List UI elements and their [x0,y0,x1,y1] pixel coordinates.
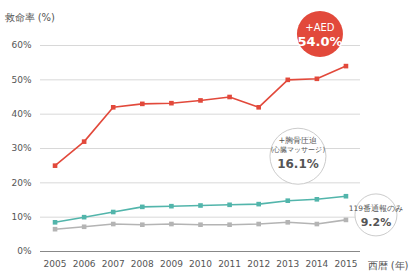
svg-text:60%: 60% [11,40,31,50]
svg-text:2013: 2013 [276,259,299,269]
svg-text:16.1%: 16.1% [277,157,319,171]
svg-text:20%: 20% [11,178,31,188]
svg-text:2015: 2015 [335,259,358,269]
svg-text:50%: 50% [11,75,31,85]
svg-text:0%: 0% [17,246,32,256]
svg-text:40%: 40% [11,109,31,119]
svg-text:30%: 30% [11,143,31,153]
svg-text:2012: 2012 [247,259,270,269]
svg-text:2014: 2014 [305,259,328,269]
svg-text:54.0%: 54.0% [297,34,342,49]
svg-text:2008: 2008 [131,259,154,269]
svg-text:(心臓マッサージ): (心臓マッサージ) [271,146,326,154]
svg-text:10%: 10% [11,212,31,222]
svg-text:+AED: +AED [305,22,335,33]
svg-text:119番通報のみ: 119番通報のみ [349,204,403,213]
svg-text:2006: 2006 [73,259,96,269]
svg-text:西暦 (年): 西暦 (年) [368,260,409,271]
svg-text:2009: 2009 [160,259,183,269]
svg-text:9.2%: 9.2% [361,216,392,229]
svg-text:救命率 (%): 救命率 (%) [4,12,56,23]
svg-text:2011: 2011 [218,259,241,269]
svg-text:+胸骨圧迫: +胸骨圧迫 [279,136,318,145]
svg-text:2010: 2010 [189,259,212,269]
svg-text:2005: 2005 [44,259,67,269]
svg-text:2007: 2007 [102,259,125,269]
